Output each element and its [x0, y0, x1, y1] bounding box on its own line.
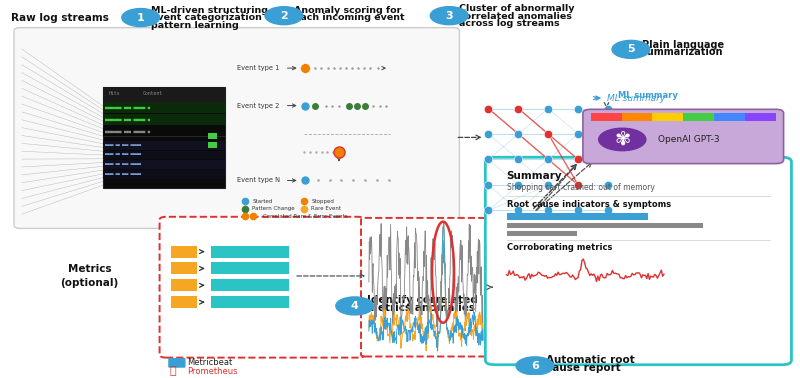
- Text: ■■■■ ■■ ■■■ ■■■■■: ■■■■ ■■ ■■■ ■■■■■: [106, 152, 142, 156]
- Text: Stopped: Stopped: [311, 198, 334, 204]
- Circle shape: [265, 7, 302, 25]
- Bar: [103, 114, 225, 125]
- Text: Prometheus: Prometheus: [187, 367, 238, 376]
- Text: correlated anomalies: correlated anomalies: [459, 12, 572, 21]
- FancyBboxPatch shape: [103, 87, 225, 188]
- Text: ■■■■■■■ ■■■ ■■■■■ ■: ■■■■■■■ ■■■ ■■■■■ ■: [106, 106, 150, 110]
- Circle shape: [612, 40, 650, 58]
- Text: Rare Event: Rare Event: [311, 206, 342, 211]
- Bar: [171, 296, 197, 308]
- Text: 5: 5: [627, 44, 634, 54]
- Text: ■■■■■■■ ■■■ ■■■■■ ■: ■■■■■■■ ■■■ ■■■■■ ■: [106, 118, 150, 122]
- Text: Correlated Rare & Error Events: Correlated Rare & Error Events: [262, 214, 347, 218]
- Text: Raw log streams: Raw log streams: [10, 12, 109, 23]
- Text: Hits: Hits: [109, 91, 120, 96]
- Text: Content: Content: [142, 91, 162, 96]
- Bar: [210, 279, 290, 291]
- FancyBboxPatch shape: [168, 358, 186, 368]
- Bar: [103, 102, 225, 113]
- Text: each incoming event: each incoming event: [294, 13, 405, 22]
- Bar: [653, 113, 683, 121]
- Text: OpenAI GPT-3: OpenAI GPT-3: [658, 135, 719, 144]
- Text: Summary: Summary: [506, 170, 562, 181]
- Text: 3: 3: [446, 11, 453, 21]
- Text: ■■■■■■■ ■■■ ■■■■■ ■: ■■■■■■■ ■■■ ■■■■■ ■: [106, 130, 150, 134]
- Text: pattern learning: pattern learning: [151, 20, 238, 29]
- Text: 🔺: 🔺: [170, 366, 177, 376]
- FancyBboxPatch shape: [486, 157, 791, 365]
- Text: ML-driven structuring,: ML-driven structuring,: [151, 6, 272, 15]
- Circle shape: [122, 9, 159, 26]
- FancyBboxPatch shape: [583, 109, 783, 164]
- Bar: [207, 142, 217, 148]
- Text: Shopping cart crashed: out of memory: Shopping cart crashed: out of memory: [506, 183, 654, 192]
- Bar: [103, 170, 225, 179]
- Circle shape: [336, 297, 374, 315]
- Text: metrics anomalies: metrics anomalies: [366, 303, 474, 313]
- Bar: [506, 223, 703, 228]
- Bar: [207, 133, 217, 138]
- Text: cause report: cause report: [546, 363, 621, 373]
- Text: summarization: summarization: [642, 47, 723, 57]
- Bar: [210, 296, 290, 308]
- FancyBboxPatch shape: [14, 28, 459, 228]
- Bar: [103, 126, 225, 137]
- Circle shape: [430, 7, 468, 25]
- Bar: [171, 279, 197, 291]
- Bar: [745, 113, 776, 121]
- Text: Metrics
(optional): Metrics (optional): [61, 264, 118, 288]
- Text: ✾: ✾: [614, 130, 630, 149]
- Text: Metricbeat: Metricbeat: [187, 358, 232, 367]
- Text: event categorization &: event categorization &: [151, 13, 274, 22]
- Bar: [210, 246, 290, 258]
- Bar: [171, 246, 197, 258]
- Text: ■■■■ ■■ ■■■ ■■■■■: ■■■■ ■■ ■■■ ■■■■■: [106, 162, 142, 166]
- Text: ■■■■ ■■ ■■■ ■■■■■: ■■■■ ■■ ■■■ ■■■■■: [106, 143, 142, 147]
- Text: ML summary: ML summary: [606, 94, 665, 102]
- Text: Anomaly scoring for: Anomaly scoring for: [294, 6, 402, 15]
- Text: 4: 4: [350, 301, 358, 311]
- Circle shape: [598, 128, 646, 151]
- Bar: [622, 113, 653, 121]
- Bar: [506, 213, 648, 220]
- Text: 6: 6: [531, 361, 539, 371]
- Text: across log streams: across log streams: [459, 19, 560, 28]
- Text: Identify correlated: Identify correlated: [366, 295, 478, 305]
- Text: Automatic root: Automatic root: [546, 355, 634, 365]
- Bar: [590, 113, 622, 121]
- Text: Pattern Change: Pattern Change: [253, 206, 295, 211]
- Text: Corroborating metrics: Corroborating metrics: [506, 243, 612, 252]
- Text: 1: 1: [137, 12, 145, 23]
- FancyBboxPatch shape: [361, 218, 491, 356]
- Bar: [171, 262, 197, 274]
- Circle shape: [516, 357, 554, 375]
- Text: Cluster of abnormally: Cluster of abnormally: [459, 5, 575, 14]
- Text: 2: 2: [280, 11, 288, 21]
- Bar: [714, 113, 745, 121]
- FancyBboxPatch shape: [159, 217, 365, 358]
- Bar: [103, 87, 225, 102]
- Text: Event type 1: Event type 1: [237, 65, 279, 71]
- Text: Event type 2: Event type 2: [237, 102, 279, 108]
- Text: Started: Started: [253, 198, 273, 204]
- Bar: [103, 150, 225, 160]
- Text: ML summary: ML summary: [618, 91, 678, 100]
- Text: Event type N: Event type N: [237, 177, 280, 183]
- Text: Root cause indicators & symptoms: Root cause indicators & symptoms: [506, 200, 670, 209]
- Bar: [103, 141, 225, 150]
- Bar: [506, 231, 578, 236]
- Text: ■■■■ ■■ ■■■ ■■■■■: ■■■■ ■■ ■■■ ■■■■■: [106, 172, 142, 176]
- Bar: [683, 113, 714, 121]
- Bar: [210, 262, 290, 274]
- Text: Plain language: Plain language: [642, 40, 724, 50]
- Bar: [103, 160, 225, 169]
